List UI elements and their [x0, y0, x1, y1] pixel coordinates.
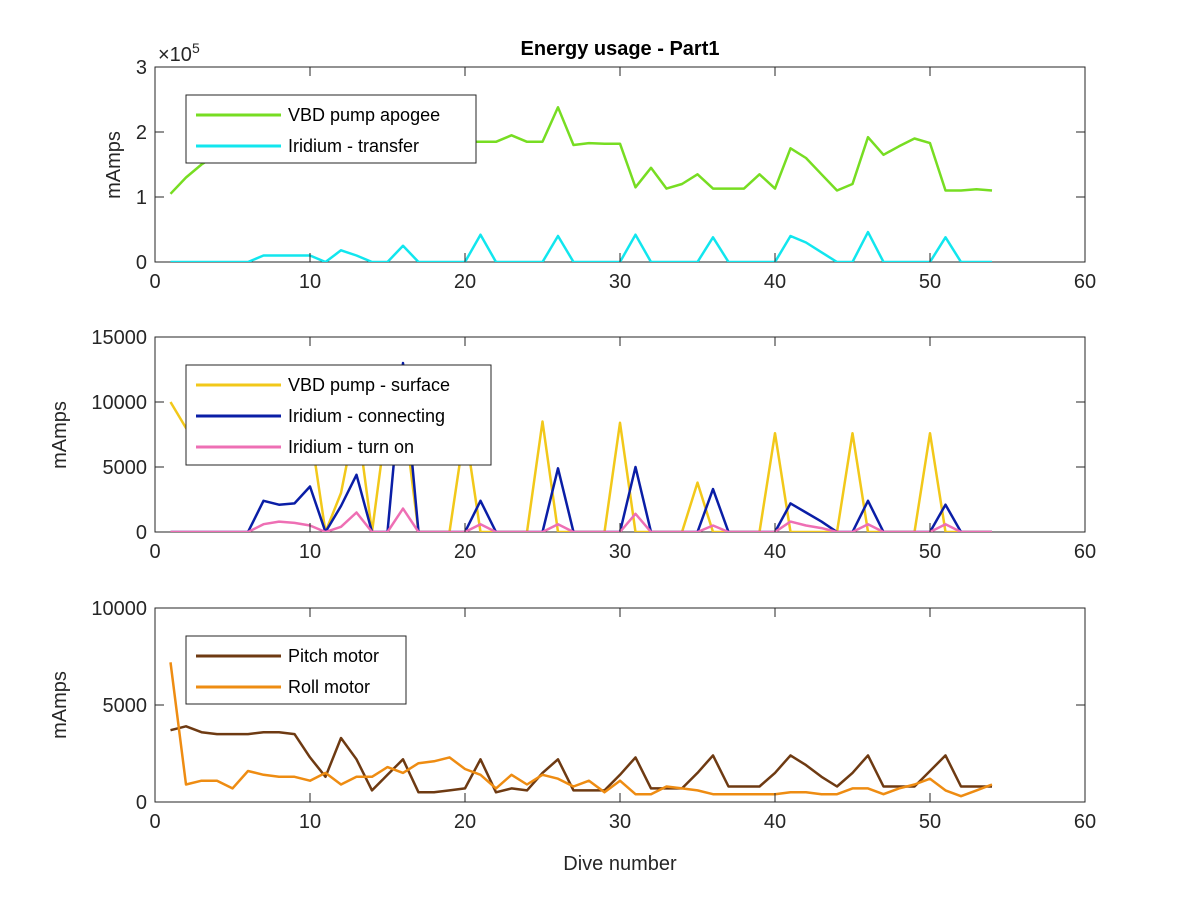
- x-tick-label: 40: [764, 541, 786, 563]
- series-line-iridium-turn-on: [170, 507, 992, 532]
- legend-label: VBD pump - surface: [288, 375, 450, 395]
- legend: Pitch motor Roll motor: [185, 635, 407, 705]
- y-tick-label: 0: [136, 252, 147, 274]
- legend-label: VBD pump apogee: [288, 105, 440, 125]
- y-tick-label: 5000: [103, 695, 148, 717]
- x-tick-label: 10: [299, 811, 321, 833]
- legend-box: [185, 635, 407, 705]
- x-tick-label: 50: [919, 811, 941, 833]
- x-tick-label: 20: [454, 271, 476, 293]
- legend-label: Iridium - transfer: [288, 136, 419, 156]
- x-tick-label: 0: [149, 271, 160, 293]
- y-axis-label: mAmps: [49, 401, 71, 469]
- y-tick-label: 0: [136, 792, 147, 814]
- plot-panel-1: Energy usage - Part1 ×105 mAmps 0 10 20 30 4…: [103, 38, 1096, 293]
- y-tick-label: 10000: [91, 392, 147, 414]
- legend-label: Pitch motor: [288, 646, 379, 666]
- x-tick-label: 10: [299, 271, 321, 293]
- legend: VBD pump - surface Iridium - connecting Ir…: [185, 364, 492, 466]
- x-tick-label: 30: [609, 811, 631, 833]
- x-tick-label: 20: [454, 541, 476, 563]
- y-exponent-power: 5: [192, 40, 200, 56]
- legend: VBD pump apogee Iridium - transfer: [185, 94, 477, 164]
- x-tick-label: 60: [1074, 541, 1096, 563]
- series-line-roll-motor: [169, 662, 993, 798]
- legend-box: [185, 94, 477, 164]
- y-tick-label: 1: [136, 187, 147, 209]
- x-tick-label: 60: [1074, 271, 1096, 293]
- series-line-iridium-connecting: [170, 361, 992, 532]
- x-tick-label: 40: [764, 271, 786, 293]
- x-tick-label: 50: [919, 271, 941, 293]
- x-tick-label: 30: [609, 541, 631, 563]
- x-tick-label: 20: [454, 811, 476, 833]
- series-group: [169, 662, 993, 798]
- y-tick-label: 10000: [91, 598, 147, 620]
- y-axis-label: mAmps: [103, 131, 125, 199]
- x-tick-label: 40: [764, 811, 786, 833]
- y-tick-label: 15000: [91, 327, 147, 349]
- y-tick-label: 2: [136, 122, 147, 144]
- x-tick-label: 50: [919, 541, 941, 563]
- series-line-iridium-transfer: [170, 230, 992, 262]
- y-axis-label: mAmps: [49, 671, 71, 739]
- chart-title: Energy usage - Part1: [521, 38, 720, 60]
- legend-label: Iridium - connecting: [288, 406, 445, 426]
- legend-label: Roll motor: [288, 677, 370, 697]
- series-line-pitch-motor: [170, 725, 992, 794]
- y-exponent-base: ×10: [158, 44, 192, 66]
- x-axis-label: Dive number: [563, 853, 677, 875]
- x-tick-label: 30: [609, 271, 631, 293]
- x-tick-label: 60: [1074, 811, 1096, 833]
- x-tick-label: 0: [149, 811, 160, 833]
- plot-panel-3: mAmps Dive number 0 10 20 30 40 50 60 0 5000 1000…: [49, 598, 1096, 875]
- legend-label: Iridium - turn on: [288, 437, 414, 457]
- x-tick-label: 0: [149, 541, 160, 563]
- y-exponent-label: ×105: [158, 40, 200, 66]
- plot-panel-2: mAmps 0 10 20 30 40 50 60 0 5000 10000 15000 VBD pu…: [49, 327, 1096, 563]
- y-tick-label: 3: [136, 57, 147, 79]
- y-tick-label: 5000: [103, 457, 148, 479]
- x-tick-label: 10: [299, 541, 321, 563]
- y-tick-label: 0: [136, 522, 147, 544]
